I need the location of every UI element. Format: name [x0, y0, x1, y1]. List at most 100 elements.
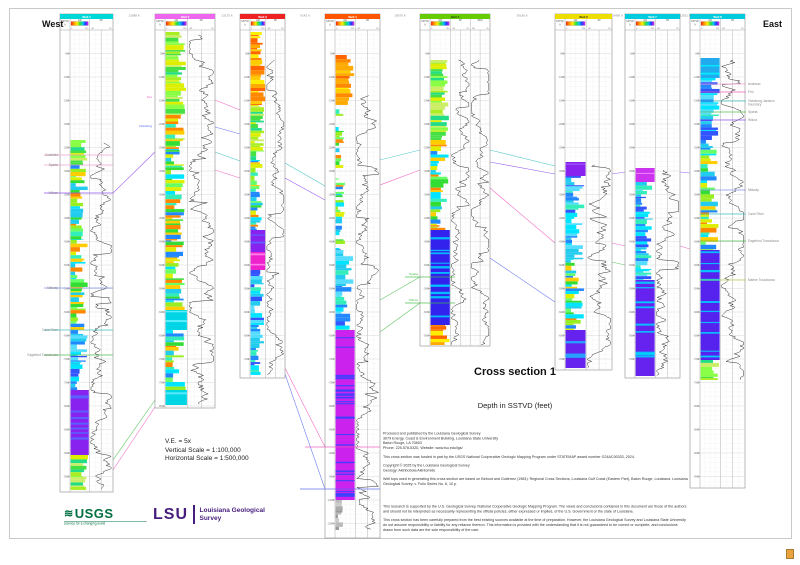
svg-text:-8500: -8500 [63, 430, 70, 432]
svg-text:-3500: -3500 [63, 195, 70, 197]
svg-text:GR: GR [643, 19, 647, 22]
svg-text:Eagleford Tuscaloosa: Eagleford Tuscaloosa [748, 239, 779, 243]
gr-color-scale [165, 21, 187, 26]
svg-text:-2000: -2000 [158, 124, 165, 126]
svg-text:-3500: -3500 [628, 195, 635, 197]
svg-text:0: 0 [166, 28, 168, 30]
log-curve [587, 164, 612, 368]
disclaimer-paragraph-1: This research is supported by the U.S. G… [383, 504, 687, 514]
svg-text:-5000: -5000 [243, 265, 250, 267]
svg-text:-4500: -4500 [423, 242, 430, 244]
gr-color-scale [635, 21, 655, 26]
usgs-text: USGS [74, 506, 114, 521]
svg-text:-6500: -6500 [693, 336, 700, 338]
lithology-track [565, 162, 586, 368]
svg-text:Cockfield: Cockfield [45, 153, 58, 157]
svg-text:-1000: -1000 [328, 77, 335, 79]
svg-text:GR: GR [256, 19, 260, 22]
svg-text:Sparta: Sparta [748, 110, 758, 114]
lithology-track [700, 58, 720, 380]
svg-text:20: 20 [281, 28, 284, 30]
gr-color-scale [250, 21, 265, 26]
svg-text:20: 20 [211, 28, 214, 30]
svg-text:150: 150 [85, 28, 89, 30]
gr-color-scale [565, 21, 586, 26]
copyright-line: Copyright © 2025 by the Louisiana Geolog… [383, 463, 470, 468]
svg-text:-2000: -2000 [63, 124, 70, 126]
log-curve [720, 59, 744, 380]
svg-text:-9000: -9000 [693, 453, 700, 455]
svg-text:SSTVD: SSTVD [156, 21, 164, 23]
svg-text:-1000: -1000 [558, 77, 565, 79]
usgs-tagline: science for a changing world [64, 521, 147, 526]
svg-text:-2500: -2500 [328, 148, 335, 150]
svg-text:-7500: -7500 [158, 383, 165, 385]
svg-text:Vicksburg: Vicksburg [139, 124, 152, 128]
svg-text:-2000: -2000 [628, 124, 635, 126]
log-curve [470, 59, 490, 345]
svg-text:-9000: -9000 [63, 453, 70, 455]
svg-text:0: 0 [566, 28, 568, 30]
svg-text:-4000: -4000 [628, 218, 635, 220]
svg-text:-5500: -5500 [63, 289, 70, 291]
correlation-lines [112, 99, 691, 490]
svg-text:150: 150 [581, 28, 585, 30]
svg-text:-6000: -6000 [63, 312, 70, 314]
vertical-exaggeration-label: V.E. = 5x [165, 438, 191, 445]
svg-text:ft: ft [64, 24, 66, 27]
svg-text:-10000: -10000 [327, 500, 335, 502]
svg-text:ft: ft [559, 24, 561, 27]
svg-text:-3000: -3000 [628, 171, 635, 173]
svg-text:-1500: -1500 [158, 101, 165, 103]
svg-text:-4500: -4500 [158, 242, 165, 244]
svg-text:150: 150 [351, 28, 355, 30]
svg-text:-80: -80 [657, 28, 661, 30]
svg-text:-6500: -6500 [63, 336, 70, 338]
svg-text:-7000: -7000 [328, 359, 335, 361]
svg-text:-6500: -6500 [328, 336, 335, 338]
svg-text:-500: -500 [630, 54, 635, 56]
svg-text:-7500: -7500 [63, 383, 70, 385]
svg-text:SP: SP [200, 19, 204, 22]
svg-text:GR: GR [438, 19, 442, 22]
svg-text:-9500: -9500 [328, 477, 335, 479]
lsu-org-line-2: Survey [199, 514, 222, 522]
svg-text:Well 3: Well 3 [258, 15, 267, 19]
west-label: West [42, 19, 64, 29]
svg-text:-1500: -1500 [243, 101, 250, 103]
svg-text:-6000: -6000 [243, 312, 250, 314]
east-label: East [763, 19, 783, 29]
svg-text:150: 150 [261, 28, 265, 30]
svg-text:SP: SP [100, 19, 104, 22]
svg-text:boundary: boundary [748, 103, 762, 107]
svg-text:12631 ft: 12631 ft [680, 14, 691, 18]
svg-text:-6000: -6000 [158, 312, 165, 314]
depth-units-label: Depth in SSTVD (feet) [477, 401, 553, 410]
svg-text:0: 0 [636, 28, 638, 30]
svg-text:SP: SP [274, 19, 278, 22]
svg-text:SP: SP [366, 19, 370, 22]
svg-text:Sparta: Sparta [409, 272, 418, 276]
svg-text:-500: -500 [695, 54, 700, 56]
svg-text:-4000: -4000 [158, 218, 165, 220]
svg-text:-9000: -9000 [328, 453, 335, 455]
svg-text:-2500: -2500 [558, 148, 565, 150]
svg-text:Well 4: Well 4 [348, 15, 357, 19]
svg-text:0: 0 [71, 28, 73, 30]
svg-text:-5500: -5500 [328, 289, 335, 291]
svg-text:-2000: -2000 [558, 124, 565, 126]
svg-text:-10500: -10500 [327, 524, 335, 526]
svg-text:Wilcox: Wilcox [748, 118, 758, 122]
scale-block: V.E. = 5x Vertical Scale = 1:100,000 Hor… [165, 438, 249, 464]
svg-text:-4000: -4000 [243, 218, 250, 220]
address-line-1: 3079 Energy, Coast & Environment Buildin… [383, 435, 499, 441]
svg-text:-3500: -3500 [693, 195, 700, 197]
svg-text:-4500: -4500 [243, 242, 250, 244]
svg-text:SSTVD: SSTVD [326, 21, 334, 23]
svg-text:GR: GR [574, 19, 578, 22]
svg-text:-3500: -3500 [558, 195, 565, 197]
page-border [9, 8, 792, 539]
